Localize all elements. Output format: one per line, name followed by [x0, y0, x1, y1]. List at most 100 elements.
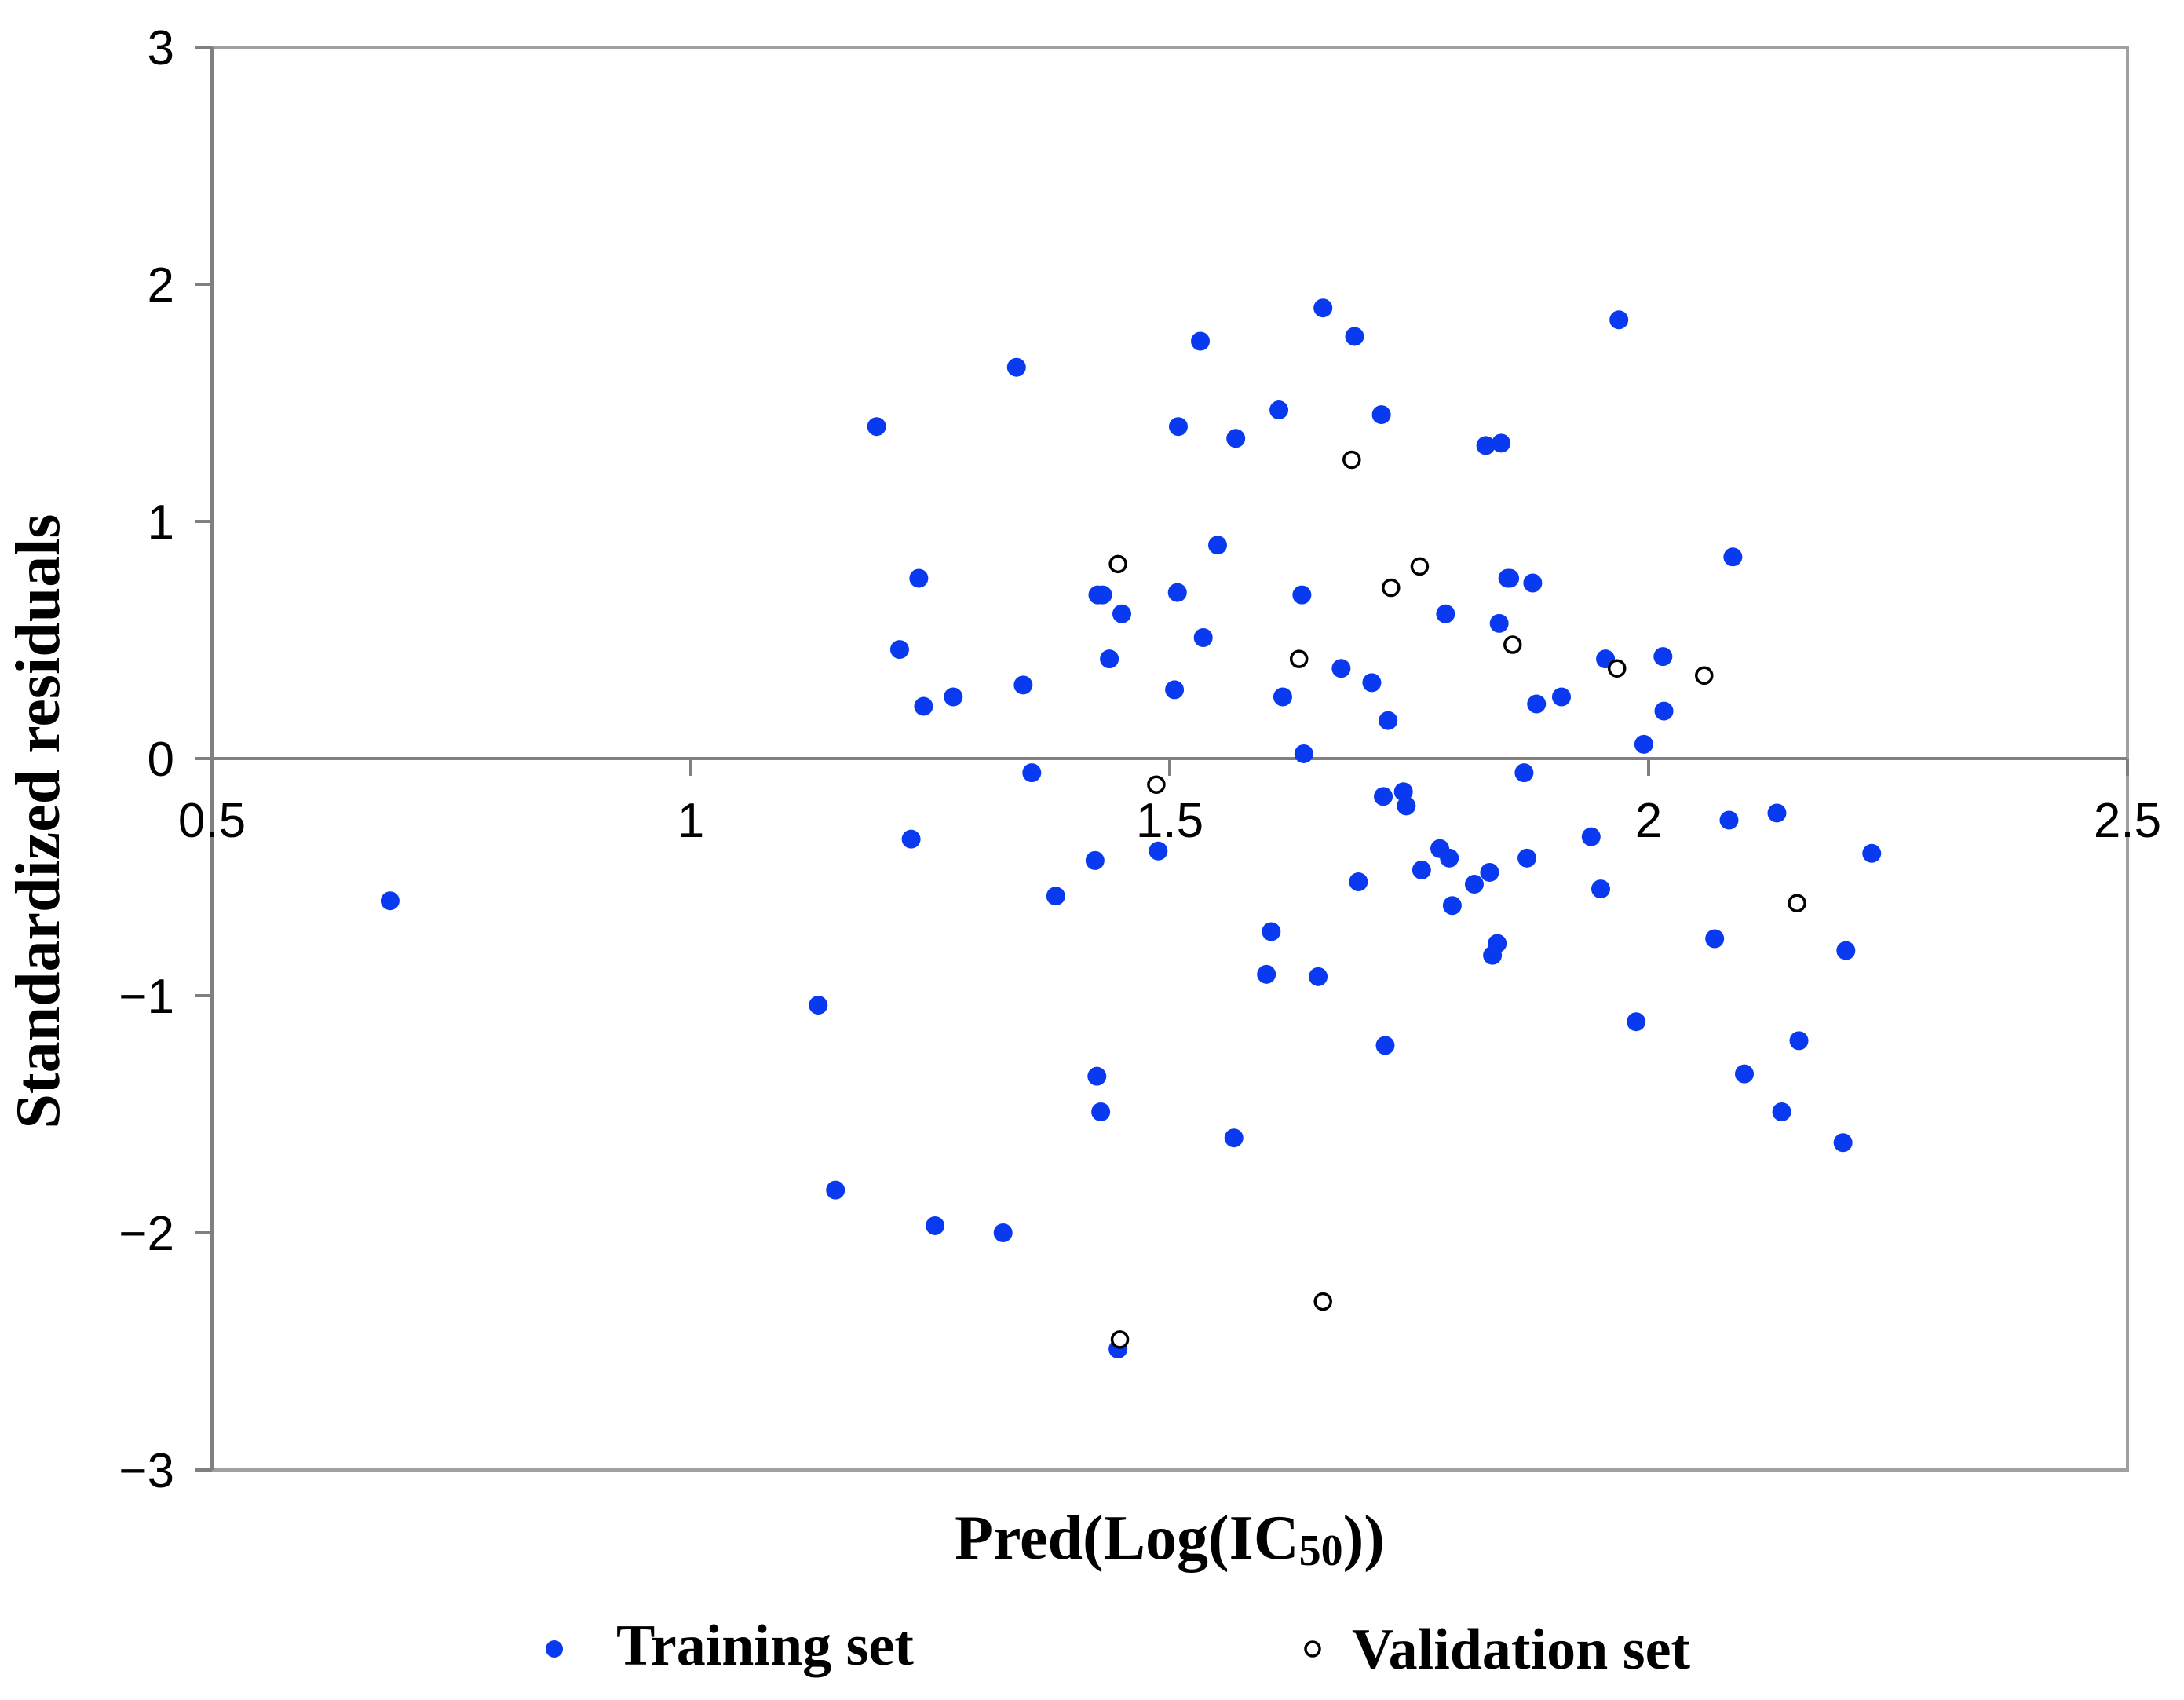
training-point	[1581, 827, 1601, 846]
training-point	[1375, 1036, 1395, 1055]
y-axis-title: Standardized residuals	[4, 514, 73, 1128]
training-point	[1345, 327, 1364, 346]
training-point	[1362, 673, 1382, 693]
training-point	[826, 1180, 845, 1200]
training-point	[1609, 310, 1629, 330]
training-point	[1488, 934, 1507, 953]
x-tick-label: 1.5	[1136, 794, 1203, 848]
training-point	[1208, 536, 1227, 555]
training-point	[1653, 647, 1673, 667]
training-point	[1112, 604, 1131, 623]
legend-label-validation: Validation set	[1352, 1618, 1690, 1682]
training-point	[867, 417, 886, 437]
training-point	[1705, 929, 1725, 949]
training-point	[1412, 860, 1431, 879]
training-point	[1436, 604, 1455, 623]
training-point	[1100, 649, 1119, 669]
training-point	[1224, 1128, 1244, 1148]
training-point	[1476, 436, 1496, 455]
x-tick-label: 2	[1635, 794, 1662, 848]
validation-point	[1788, 894, 1806, 912]
validation-point	[1147, 775, 1166, 794]
training-point	[1085, 850, 1105, 870]
legend: Training set Validation set	[546, 1614, 1690, 1682]
training-point	[1735, 1064, 1754, 1084]
y-tick-label: 0	[148, 733, 174, 787]
training-point	[1167, 583, 1187, 602]
training-point	[1489, 613, 1509, 633]
training-point	[380, 891, 400, 911]
y-tick-label: −2	[119, 1207, 174, 1261]
validation-point	[1503, 635, 1522, 654]
training-point	[944, 687, 963, 707]
training-point	[1309, 967, 1328, 986]
training-point	[1313, 298, 1333, 318]
training-point	[1492, 433, 1511, 453]
training-point	[1480, 862, 1499, 882]
training-point	[901, 829, 921, 849]
training-point	[926, 1216, 945, 1235]
training-point	[1723, 547, 1743, 567]
axes	[195, 46, 2129, 1472]
training-point	[1517, 848, 1537, 868]
x-axis-title-subscript: 50	[1299, 1526, 1343, 1575]
y-tick-label: −1	[119, 970, 174, 1024]
training-point	[1789, 1031, 1809, 1051]
training-point	[1087, 1066, 1107, 1086]
validation-point	[1410, 557, 1430, 576]
training-point	[1772, 1102, 1791, 1121]
training-point	[1269, 400, 1289, 420]
training-point	[1514, 763, 1534, 783]
tick-labels: −3 −2 −1 0 1 2 3 0.5 1 1.5 2 2.5	[119, 21, 2161, 1498]
training-point	[1091, 1102, 1111, 1121]
validation-point	[1108, 554, 1127, 574]
training-point	[909, 568, 929, 588]
training-point	[1294, 744, 1313, 763]
training-point	[1331, 659, 1351, 678]
training-point	[1149, 841, 1168, 861]
training-point	[1349, 872, 1368, 892]
training-point	[1371, 405, 1391, 425]
training-point	[1527, 694, 1547, 714]
validation-point	[1110, 1330, 1130, 1349]
training-point	[1442, 896, 1462, 916]
y-tick-label: 3	[148, 21, 174, 75]
training-point	[1191, 331, 1211, 351]
validation-point	[1695, 666, 1714, 685]
training-point	[1551, 687, 1571, 707]
training-point	[1523, 573, 1543, 593]
x-axis-title: Pred(Log(IC50))	[955, 1504, 1385, 1575]
training-point	[1257, 964, 1276, 984]
validation-point	[1313, 1292, 1332, 1311]
training-point	[809, 996, 828, 1015]
training-point	[1168, 417, 1188, 437]
training-point	[1165, 680, 1185, 700]
x-axis-title-suffix: ))	[1343, 1504, 1385, 1573]
data-points	[380, 298, 1882, 1358]
training-point	[1193, 627, 1213, 647]
x-tick-label: 1	[677, 794, 704, 848]
x-tick-label: 0.5	[178, 794, 246, 848]
y-tick-label: −3	[119, 1444, 174, 1498]
training-point	[1046, 887, 1065, 906]
training-point	[1440, 848, 1459, 868]
training-point	[1397, 796, 1416, 816]
training-point	[1374, 787, 1393, 806]
training-point	[1379, 711, 1398, 730]
legend-marker-validation	[1304, 1640, 1321, 1658]
training-point	[1013, 675, 1033, 695]
training-point	[1719, 810, 1739, 830]
training-point	[1767, 803, 1787, 823]
y-tick-label: 2	[148, 258, 174, 313]
training-point	[1393, 782, 1413, 802]
training-point	[1836, 941, 1856, 960]
training-point	[1292, 585, 1312, 605]
training-point	[1833, 1133, 1853, 1153]
training-point	[1093, 585, 1112, 605]
validation-point	[1607, 659, 1627, 678]
training-point	[1654, 701, 1674, 721]
validation-point	[1342, 450, 1361, 470]
training-point	[1627, 1012, 1646, 1032]
training-point	[1022, 763, 1042, 783]
